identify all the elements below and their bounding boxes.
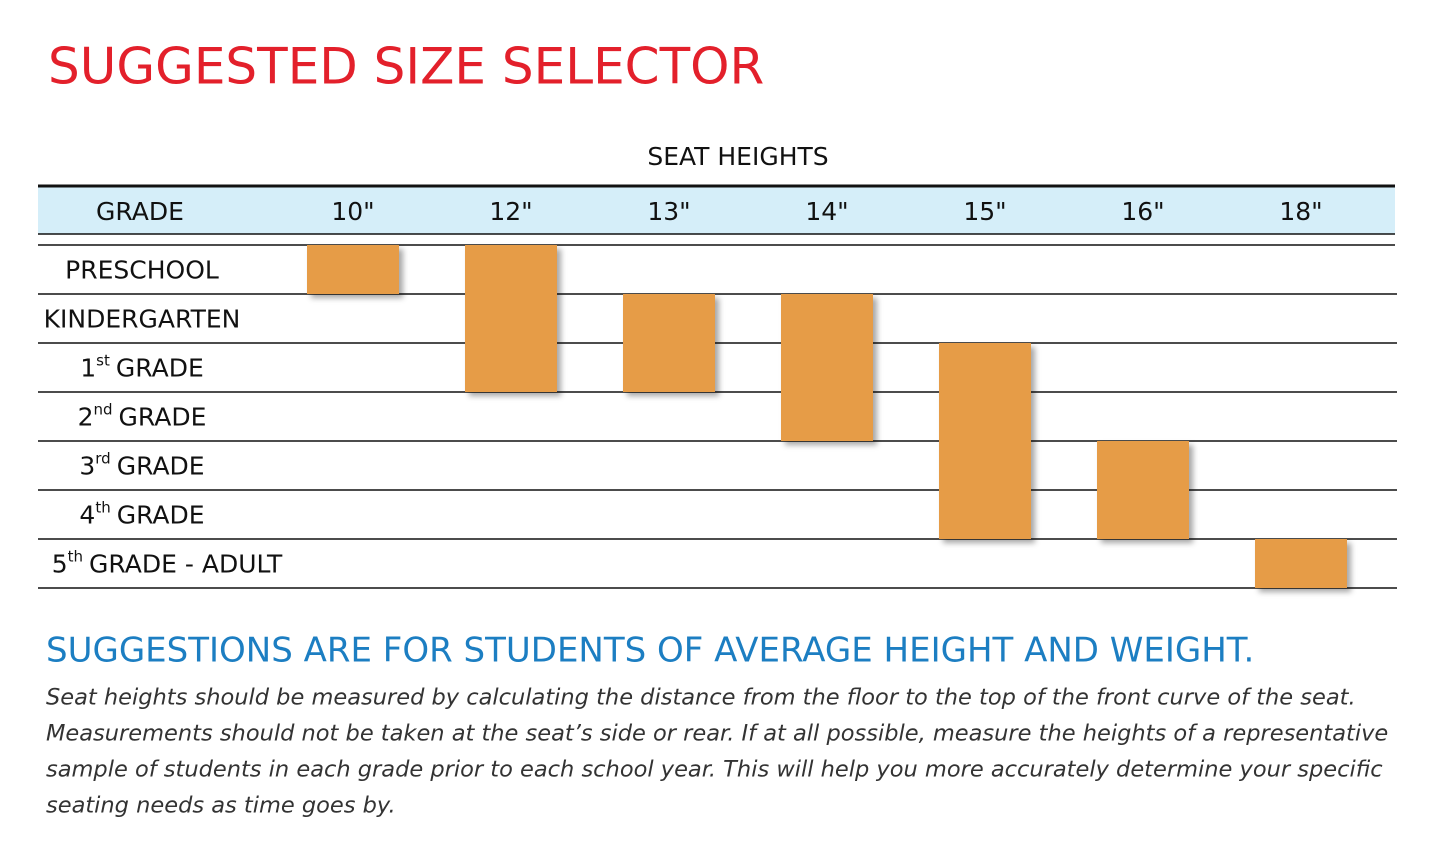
grade-suffix: rd — [95, 449, 110, 467]
grade-suffix: st — [96, 351, 110, 369]
note-line: Seat heights should be measured by calcu… — [46, 685, 1356, 711]
size-bar — [781, 294, 873, 441]
row-label: 2nd GRADE — [78, 400, 207, 432]
size-bar — [307, 245, 399, 294]
size-bar — [1255, 539, 1347, 588]
note-line: Measurements should not be taken at the … — [46, 721, 1388, 747]
note-line: seating needs as time goes by. — [46, 793, 396, 819]
grade-text: GRADE - ADULT — [89, 550, 283, 579]
column-label: 12" — [489, 197, 532, 226]
column-label: 13" — [647, 197, 690, 226]
grade-number: 4 — [79, 501, 95, 530]
grade-suffix: th — [68, 547, 83, 565]
row-label: 3rd GRADE — [79, 449, 204, 481]
grade-text: KINDERGARTEN — [44, 305, 241, 334]
column-label: 10" — [331, 197, 374, 226]
row-label: 1st GRADE — [80, 351, 204, 383]
caption: SEAT HEIGHTS — [647, 142, 828, 171]
column-label: 14" — [805, 197, 848, 226]
size-bar — [939, 343, 1031, 539]
grade-suffix: th — [95, 498, 110, 516]
grade-text: GRADE — [117, 501, 205, 530]
column-label: 15" — [963, 197, 1006, 226]
column-label: 16" — [1121, 197, 1164, 226]
grade-text: GRADE — [117, 452, 205, 481]
row-label: 4th GRADE — [79, 498, 204, 530]
grade-text: PRESCHOOL — [65, 256, 219, 285]
size-bar — [1097, 441, 1189, 539]
grade-suffix: nd — [93, 400, 112, 418]
size-bar — [465, 245, 557, 392]
title: SUGGESTED SIZE SELECTOR — [48, 38, 764, 96]
row-header: GRADE — [96, 197, 184, 226]
grade-number: 2 — [78, 403, 94, 432]
header-band — [38, 187, 1395, 234]
note-line: sample of students in each grade prior t… — [46, 757, 1383, 783]
grade-number: 5 — [52, 550, 68, 579]
grade-number: 3 — [79, 452, 95, 481]
row-label: 5th GRADE - ADULT — [52, 547, 283, 579]
grade-number: 1 — [80, 354, 96, 383]
row-label: PRESCHOOL — [65, 256, 219, 285]
column-label: 18" — [1279, 197, 1322, 226]
note-heading: SUGGESTIONS ARE FOR STUDENTS OF AVERAGE … — [46, 631, 1254, 671]
grade-text: GRADE — [119, 403, 207, 432]
size-bar — [623, 294, 715, 392]
row-label: KINDERGARTEN — [44, 305, 241, 334]
grade-text: GRADE — [116, 354, 204, 383]
